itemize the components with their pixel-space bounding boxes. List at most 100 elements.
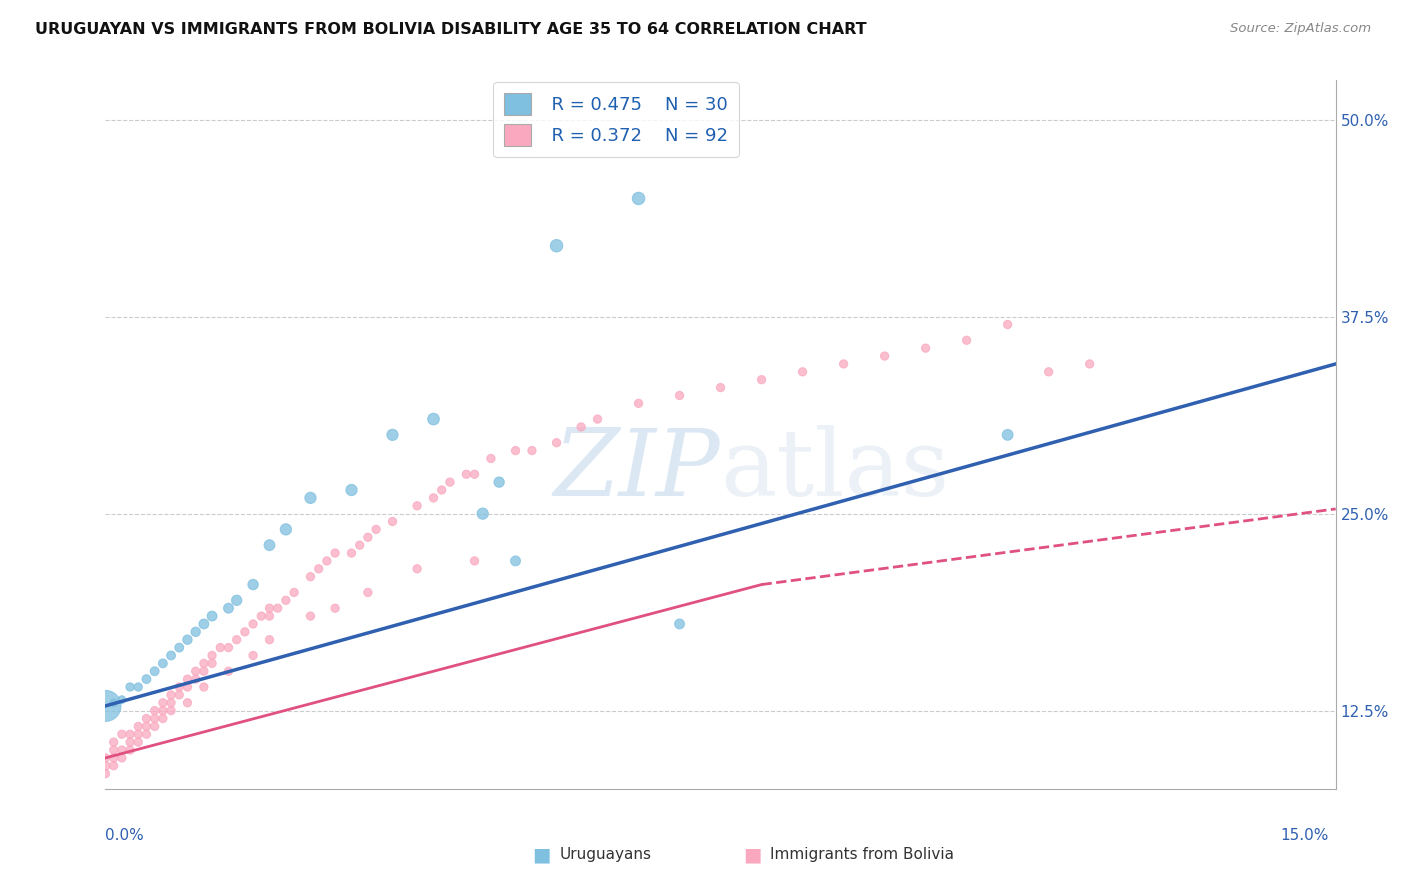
Point [250, 609, 273, 624]
Point [135, 727, 157, 741]
Point [340, 483, 363, 497]
Point [152, 712, 174, 726]
Point [127, 719, 149, 733]
Point [176, 680, 198, 694]
Point [464, 554, 486, 568]
Point [184, 624, 207, 639]
Point [218, 640, 240, 655]
Point [225, 632, 247, 647]
Point [160, 696, 183, 710]
Point [103, 758, 125, 772]
Point [94, 766, 117, 780]
Point [193, 617, 215, 632]
Point [357, 585, 380, 599]
Point [143, 704, 166, 718]
Point [94, 758, 117, 772]
Point [193, 664, 215, 679]
Point [103, 696, 125, 710]
Point [176, 696, 198, 710]
Point [349, 538, 371, 552]
Point [430, 483, 453, 497]
Point [406, 562, 429, 576]
Text: URUGUAYAN VS IMMIGRANTS FROM BOLIVIA DISABILITY AGE 35 TO 64 CORRELATION CHART: URUGUAYAN VS IMMIGRANTS FROM BOLIVIA DIS… [35, 22, 866, 37]
Point [152, 696, 174, 710]
Point [135, 672, 157, 686]
Point [127, 727, 149, 741]
Point [193, 680, 215, 694]
Point [259, 538, 281, 552]
Point [259, 601, 281, 615]
Point [233, 624, 256, 639]
Point [832, 357, 855, 371]
Point [160, 688, 183, 702]
Point [627, 192, 650, 206]
Point [505, 443, 527, 458]
Point [299, 491, 322, 505]
Point [299, 570, 322, 584]
Point [143, 712, 166, 726]
Point [111, 743, 134, 757]
Point [1078, 357, 1101, 371]
Point [627, 396, 650, 410]
Point [193, 657, 215, 671]
Point [267, 601, 290, 615]
Text: Uruguayans: Uruguayans [560, 847, 651, 862]
Point [169, 688, 191, 702]
Point [471, 507, 494, 521]
Point [127, 680, 149, 694]
Point [956, 334, 979, 348]
Point [209, 640, 232, 655]
Point [283, 585, 305, 599]
Point [120, 680, 141, 694]
Point [340, 546, 363, 560]
Point [201, 657, 224, 671]
Point [406, 499, 429, 513]
Point [274, 522, 297, 536]
Point [201, 609, 224, 624]
Point [111, 751, 134, 765]
Point [94, 698, 117, 713]
Point [323, 601, 346, 615]
Point [242, 577, 264, 591]
Text: ■: ■ [531, 845, 551, 864]
Point [505, 554, 527, 568]
Point [997, 428, 1019, 442]
Point [299, 609, 322, 624]
Point [668, 617, 690, 632]
Point [143, 719, 166, 733]
Point [103, 735, 125, 749]
Point [357, 530, 380, 544]
Point [242, 617, 264, 632]
Point [569, 420, 592, 434]
Point [218, 664, 240, 679]
Point [120, 743, 141, 757]
Point [366, 522, 388, 536]
Point [184, 664, 207, 679]
Point [184, 672, 207, 686]
Text: Immigrants from Bolivia: Immigrants from Bolivia [770, 847, 955, 862]
Point [201, 648, 224, 663]
Point [218, 601, 240, 615]
Point [668, 388, 690, 402]
Point [259, 632, 281, 647]
Point [914, 341, 936, 355]
Point [710, 380, 733, 394]
Text: 15.0%: 15.0% [1281, 828, 1329, 843]
Point [792, 365, 814, 379]
Point [135, 712, 157, 726]
Point [225, 593, 247, 607]
Text: atlas: atlas [721, 425, 950, 516]
Point [439, 475, 461, 489]
Point [135, 719, 157, 733]
Point [152, 657, 174, 671]
Legend:   R = 0.475    N = 30,   R = 0.372    N = 92: R = 0.475 N = 30, R = 0.372 N = 92 [494, 82, 740, 157]
Point [143, 664, 166, 679]
Point [456, 467, 478, 482]
Point [381, 515, 404, 529]
Text: ■: ■ [742, 845, 762, 864]
Point [1038, 365, 1060, 379]
Point [94, 751, 117, 765]
Point [111, 727, 134, 741]
Point [546, 435, 568, 450]
Point [176, 632, 198, 647]
